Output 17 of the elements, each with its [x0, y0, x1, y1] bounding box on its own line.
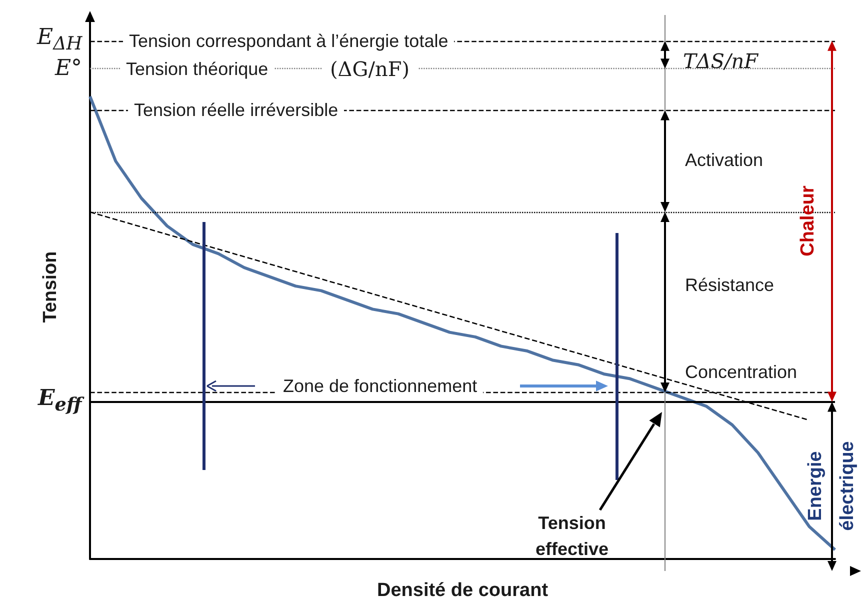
annotation: Concentration [685, 362, 798, 382]
annotation: Tension réelle irréversible [128, 100, 344, 120]
y-axis-title: Tension [40, 251, 61, 323]
annotation: Chaleur [796, 186, 818, 257]
annotation: Tension effective [534, 512, 610, 561]
text: TΔS/nF [683, 48, 758, 73]
ref-line-label: E$_{ΔH}$ [37, 24, 82, 54]
text: (ΔG/nF) [322, 56, 418, 81]
text: Tension correspondant à l’énergie totale [123, 30, 454, 51]
annotation: Résistance [685, 275, 774, 295]
ref-line-label: E$_{eff}$ [38, 385, 82, 416]
x-axis-title: Densité de courant [376, 580, 549, 601]
annotation: Zone de fonctionnement [277, 376, 484, 396]
annotation: Activation [685, 150, 764, 170]
text: Tension théorique [120, 58, 274, 79]
annotation: Energie électrique [804, 440, 859, 534]
ref-line-label: E° [55, 56, 82, 81]
